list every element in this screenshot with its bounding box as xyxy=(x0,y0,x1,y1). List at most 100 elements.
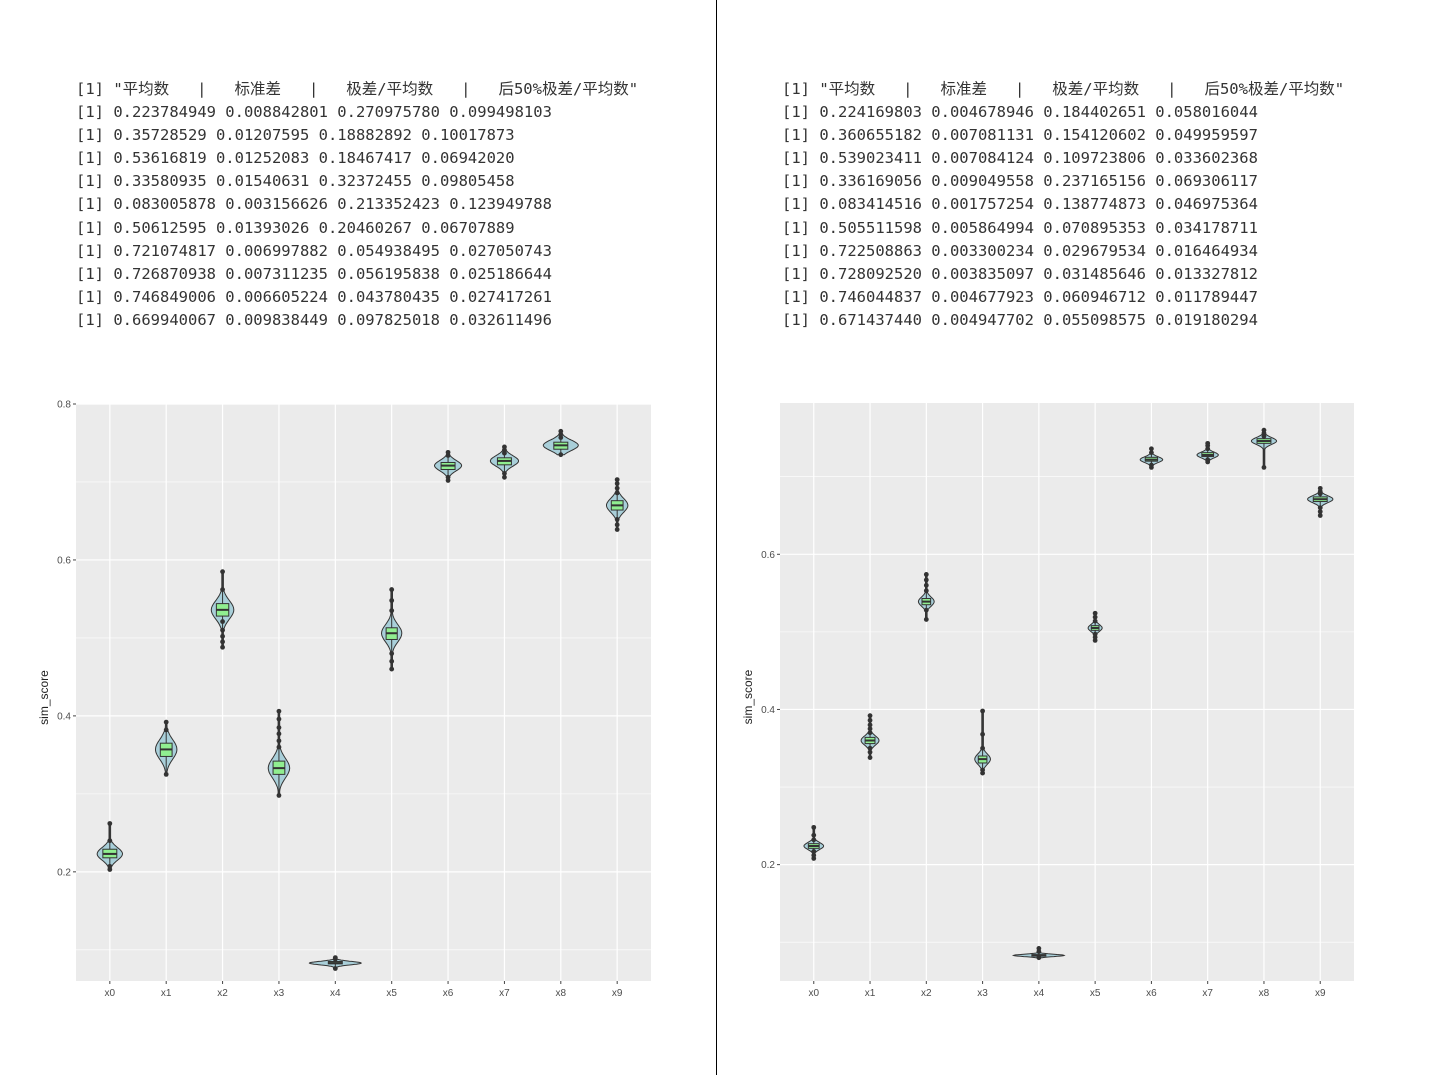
plot-background xyxy=(76,404,651,981)
outlier-point xyxy=(389,658,395,664)
outlier-point xyxy=(220,619,225,624)
outlier-point xyxy=(867,726,873,732)
outlier-point xyxy=(220,587,225,592)
outlier-point xyxy=(502,444,507,450)
console-output-right: [1] "平均数 | 标准差 | 极差/平均数 | 后50%极差/平均数" [1]… xyxy=(782,78,1344,332)
y-axis-label: sim_score xyxy=(37,670,51,725)
x-tick-label: x4 xyxy=(1034,988,1045,999)
outlier-point xyxy=(1036,946,1042,951)
console-line: [1] 0.722508863 0.003300234 0.029679534 … xyxy=(782,241,1258,260)
x-tick-label: x9 xyxy=(1315,988,1326,999)
y-tick-label: 0.8 xyxy=(57,400,71,411)
outlier-point xyxy=(1317,509,1323,515)
console-line: [1] 0.671437440 0.004947702 0.055098575 … xyxy=(782,310,1258,329)
outlier-point xyxy=(811,824,817,830)
outlier-point xyxy=(614,490,620,496)
console-line: [1] 0.746044837 0.004677923 0.060946712 … xyxy=(782,287,1258,306)
outlier-point xyxy=(220,644,225,650)
outlier-point xyxy=(1317,485,1323,491)
x-tick-label: x3 xyxy=(977,988,988,999)
outlier-point xyxy=(220,627,225,633)
violin-x0 xyxy=(803,824,825,861)
outlier-point xyxy=(811,832,817,838)
violin-x0 xyxy=(96,821,124,872)
console-line: [1] 0.728092520 0.003835097 0.031485646 … xyxy=(782,264,1258,283)
console-line: [1] 0.360655182 0.007081131 0.154120602 … xyxy=(782,126,1258,145)
outlier-point xyxy=(1149,450,1154,456)
violin-x2 xyxy=(210,569,235,650)
outlier-point xyxy=(614,481,620,486)
outlier-point xyxy=(276,708,282,714)
y-tick-label: 0.2 xyxy=(761,860,775,871)
outlier-point xyxy=(923,582,929,588)
x-tick-label: x1 xyxy=(161,988,172,999)
outlier-point xyxy=(1092,618,1098,624)
console-line: [1] 0.726870938 0.007311235 0.056195838 … xyxy=(76,264,552,283)
console-line: [1] 0.223784949 0.008842801 0.270975780 … xyxy=(76,103,552,122)
outlier-point xyxy=(276,738,282,744)
panel-divider xyxy=(716,0,717,1075)
console-line: [1] 0.53616819 0.01252083 0.18467417 0.0… xyxy=(76,149,515,168)
outlier-point xyxy=(614,477,620,483)
outlier-point xyxy=(558,428,564,434)
x-tick-label: x8 xyxy=(556,988,567,999)
violin-x9 xyxy=(1307,485,1334,518)
outlier-point xyxy=(867,713,873,719)
x-tick-label: x8 xyxy=(1259,988,1270,999)
outlier-point xyxy=(389,666,395,672)
outlier-point xyxy=(558,452,564,458)
outlier-point xyxy=(220,639,225,645)
outlier-point xyxy=(389,598,395,603)
outlier-point xyxy=(980,708,985,714)
console-line: [1] 0.35728529 0.01207595 0.18882892 0.1… xyxy=(76,126,515,145)
outlier-point xyxy=(276,793,282,798)
outlier-point xyxy=(1205,440,1211,446)
outlier-point xyxy=(811,837,817,843)
outlier-point xyxy=(1149,462,1154,468)
console-line: [1] 0.505511598 0.005864994 0.070895353 … xyxy=(782,218,1258,237)
outlier-point xyxy=(980,767,985,773)
outlier-point xyxy=(867,745,873,751)
violin-x5 xyxy=(1087,610,1103,643)
outlier-point xyxy=(1205,457,1211,463)
outlier-point xyxy=(502,474,507,480)
violin-x1 xyxy=(154,719,178,777)
console-output-left: [1] "平均数 | 标准差 | 极差/平均数 | 后50%极差/平均数" [1]… xyxy=(76,78,638,332)
outlier-point xyxy=(923,588,929,594)
outlier-point xyxy=(980,745,985,751)
outlier-point xyxy=(445,474,451,480)
plot-background xyxy=(780,403,1354,981)
y-tick-label: 0.6 xyxy=(57,555,71,566)
violin-x6 xyxy=(1139,446,1164,470)
x-tick-label: x6 xyxy=(1146,988,1157,999)
console-line: [1] 0.669940067 0.009838449 0.097825018 … xyxy=(76,310,552,329)
x-tick-label: x5 xyxy=(1090,988,1101,999)
outlier-point xyxy=(923,577,929,583)
x-tick-label: x3 xyxy=(274,988,285,999)
violin-x8 xyxy=(1250,427,1278,470)
outlier-point xyxy=(867,722,873,728)
outlier-point xyxy=(867,749,873,755)
outlier-point xyxy=(163,727,169,733)
y-axis-label: sim_score xyxy=(741,669,755,724)
console-line: [1] 0.336169056 0.009049558 0.237165156 … xyxy=(782,172,1258,191)
console-line: [1] 0.33580935 0.01540631 0.32372455 0.0… xyxy=(76,172,515,191)
outlier-point xyxy=(163,719,169,725)
x-tick-label: x7 xyxy=(1202,988,1213,999)
x-tick-label: x9 xyxy=(612,988,623,999)
violin-x4 xyxy=(1011,946,1066,961)
console-line: [1] 0.083005878 0.003156626 0.213352423 … xyxy=(76,195,552,214)
outlier-point xyxy=(923,617,929,622)
x-tick-label: x6 xyxy=(443,988,454,999)
console-line: [1] 0.50612595 0.01393026 0.20460267 0.0… xyxy=(76,218,515,237)
outlier-point xyxy=(980,731,985,737)
outlier-point xyxy=(276,716,282,722)
outlier-point xyxy=(445,449,451,455)
outlier-point xyxy=(1092,631,1098,637)
x-tick-label: x0 xyxy=(105,988,116,999)
outlier-point xyxy=(220,633,225,639)
outlier-point xyxy=(276,725,282,730)
y-tick-label: 0.2 xyxy=(57,867,71,878)
console-header-line: [1] "平均数 | 标准差 | 极差/平均数 | 后50%极差/平均数" xyxy=(782,80,1345,98)
console-line: [1] 0.224169803 0.004678946 0.184402651 … xyxy=(782,103,1258,122)
